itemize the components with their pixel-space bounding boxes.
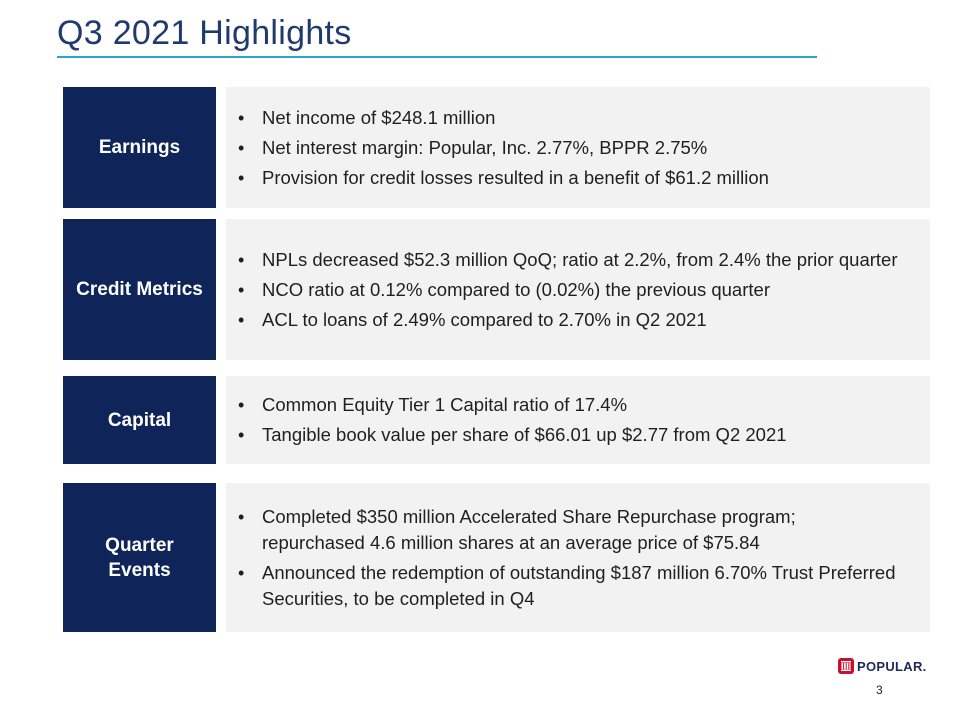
section-capital: Capital Common Equity Tier 1 Capital rat… <box>63 376 930 464</box>
section-label: Quarter Events <box>63 483 216 632</box>
bullet-item: Net interest margin: Popular, Inc. 2.77%… <box>236 135 900 161</box>
bullet-item: Provision for credit losses resulted in … <box>236 165 900 191</box>
section-quarter-events: Quarter Events Completed $350 million Ac… <box>63 483 930 632</box>
bullet-list: Completed $350 million Accelerated Share… <box>236 500 900 616</box>
title-divider <box>57 56 817 58</box>
popular-logo-icon <box>838 658 854 674</box>
section-content: Common Equity Tier 1 Capital ratio of 17… <box>226 376 930 464</box>
section-label: Capital <box>63 376 216 464</box>
bullet-list: Net income of $248.1 million Net interes… <box>236 101 900 195</box>
bullet-item: Completed $350 million Accelerated Share… <box>236 504 900 556</box>
bullet-item: NPLs decreased $52.3 million QoQ; ratio … <box>236 247 900 273</box>
bullet-item: Net income of $248.1 million <box>236 105 900 131</box>
bullet-item: Common Equity Tier 1 Capital ratio of 17… <box>236 392 900 418</box>
bullet-item: Tangible book value per share of $66.01 … <box>236 422 900 448</box>
section-label: Earnings <box>63 87 216 208</box>
popular-logo: POPULAR. <box>838 657 927 675</box>
bullet-list: NPLs decreased $52.3 million QoQ; ratio … <box>236 243 900 337</box>
page-title: Q3 2021 Highlights <box>57 14 352 52</box>
section-content: NPLs decreased $52.3 million QoQ; ratio … <box>226 219 930 360</box>
section-label: Credit Metrics <box>63 219 216 360</box>
section-credit-metrics: Credit Metrics NPLs decreased $52.3 mill… <box>63 219 930 360</box>
popular-logo-text: POPULAR. <box>857 658 927 674</box>
bullet-item: Announced the redemption of outstanding … <box>236 560 900 612</box>
bullet-list: Common Equity Tier 1 Capital ratio of 17… <box>236 388 900 452</box>
bullet-item: NCO ratio at 0.12% compared to (0.02%) t… <box>236 277 900 303</box>
section-content: Completed $350 million Accelerated Share… <box>226 483 930 632</box>
bullet-item: ACL to loans of 2.49% compared to 2.70% … <box>236 307 900 333</box>
section-content: Net income of $248.1 million Net interes… <box>226 87 930 208</box>
page-number: 3 <box>876 683 883 697</box>
section-earnings: Earnings Net income of $248.1 million Ne… <box>63 87 930 208</box>
